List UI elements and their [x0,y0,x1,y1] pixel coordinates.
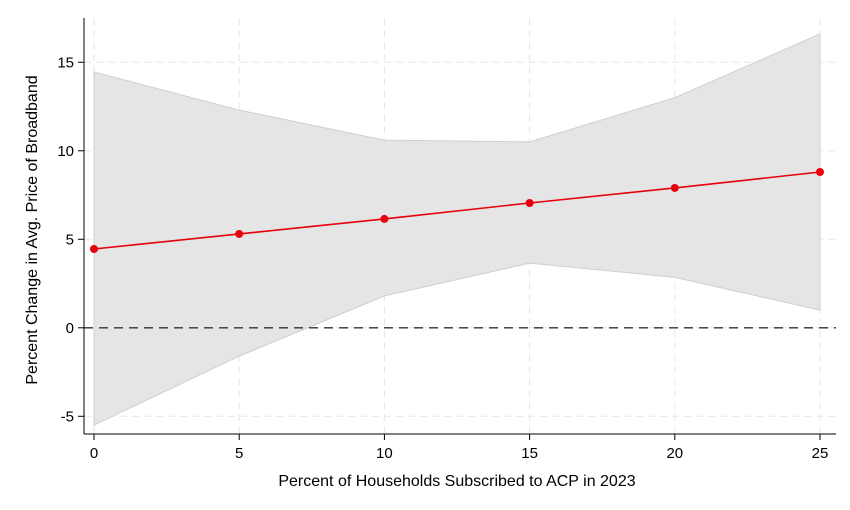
x-tick-label: 0 [90,445,98,462]
x-tick-label: 20 [666,445,683,462]
data-point [90,245,98,254]
data-point [816,168,824,177]
confidence-band-group [93,33,821,426]
x-tick-label: 15 [521,445,538,462]
data-point [380,214,389,223]
axes [78,18,836,440]
y-tick-label: 5 [66,231,74,248]
y-tick-label: -5 [61,408,74,425]
x-tick-label: 10 [376,445,393,462]
confidence-band [93,33,821,426]
data-point [670,183,679,192]
series-line [93,171,821,250]
data-point [525,198,534,207]
y-tick-label: 15 [57,54,74,71]
x-tick-label: 5 [235,445,243,462]
y-tick-label: 10 [57,143,74,160]
series-group [90,168,824,254]
y-tick-label: 0 [66,320,74,337]
y-axis-title: Percent Change in Avg. Price of Broadban… [24,75,41,384]
x-tick-label: 25 [812,445,829,462]
x-axis-title: Percent of Households Subscribed to ACP … [278,473,635,490]
tick-labels: 0 5 10 15 20 25 -5 0 5 10 15 [57,54,828,462]
data-point [235,229,244,238]
